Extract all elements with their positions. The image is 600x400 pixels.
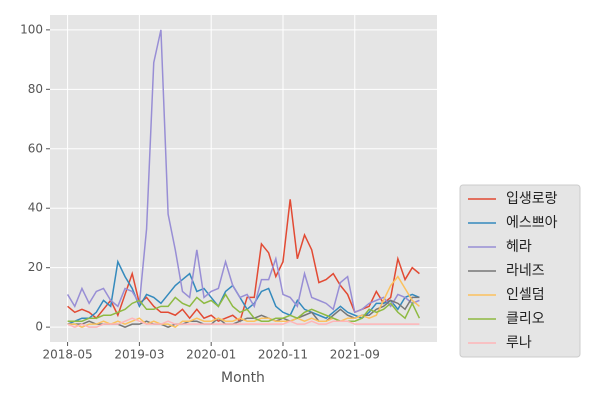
- y-tick-label: 40: [28, 201, 43, 215]
- plot-area: [50, 15, 437, 342]
- legend-label: 입생로랑: [506, 191, 558, 207]
- line-series: [67, 317, 420, 328]
- y-tick-label: 80: [28, 82, 43, 96]
- x-axis-label: Month: [221, 370, 265, 386]
- x-tick-label: 2021-09: [330, 348, 380, 362]
- legend-box: [459, 184, 581, 358]
- legend-label: 에스쁘아: [506, 215, 558, 231]
- legend-label: 헤라: [506, 239, 532, 255]
- legend-label: 라네즈: [506, 263, 545, 279]
- y-tick-label: 60: [28, 141, 43, 155]
- legend-label: 클리오: [506, 311, 545, 327]
- y-tick-label: 0: [35, 320, 43, 334]
- line-series: [67, 259, 420, 325]
- x-tick-label: 2018-05: [43, 348, 93, 362]
- line-series: [67, 292, 421, 322]
- line-series: [67, 275, 420, 329]
- x-tick-label: 2020-01: [186, 348, 236, 362]
- y-tick-label: 20: [28, 260, 43, 274]
- legend-label: 루나: [506, 335, 532, 351]
- line-series: [66, 29, 420, 314]
- y-tick-label: 100: [20, 22, 43, 36]
- x-tick-label: 2020-11: [258, 348, 308, 362]
- x-tick-label: 2019-03: [114, 348, 164, 362]
- legend-label: 인셀덤: [506, 287, 545, 303]
